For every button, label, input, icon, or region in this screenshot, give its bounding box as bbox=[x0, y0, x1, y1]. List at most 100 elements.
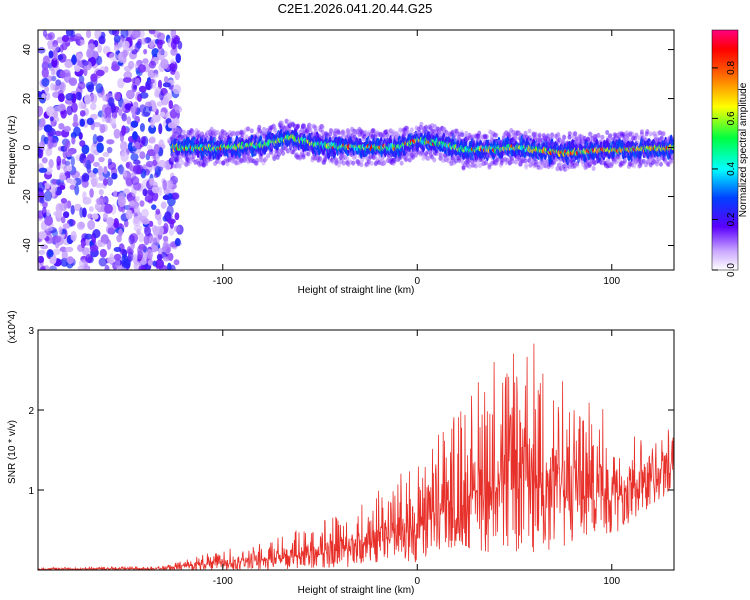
spectrogram-halo-cell bbox=[382, 160, 387, 166]
spectrogram-noise-cell bbox=[157, 159, 167, 169]
spectrogram-noise-cell bbox=[152, 103, 157, 113]
spectrogram-noise-cell bbox=[164, 92, 173, 100]
spectrogram-noise-cell bbox=[60, 257, 69, 267]
spectrogram-noise-cell bbox=[66, 105, 73, 116]
spectrogram-halo-cell bbox=[507, 133, 512, 139]
spectrogram-halo-cell bbox=[363, 129, 368, 135]
spectrogram-halo-cell bbox=[484, 160, 489, 166]
snr-scale-label: (x10^4) bbox=[7, 310, 18, 343]
colorbar-ticks: 0.00.20.40.60.8 bbox=[712, 61, 737, 277]
spectrogram-noise-cell bbox=[98, 257, 108, 267]
spectrogram-noise-cell bbox=[137, 64, 146, 73]
spectrogram-halo-cell bbox=[281, 150, 286, 156]
spectrogram-noise-cell bbox=[151, 186, 160, 194]
spectrogram-noise-cell bbox=[157, 247, 163, 255]
spectrogram-noise-cell bbox=[91, 213, 99, 220]
spectrogram-halo-cell bbox=[634, 132, 639, 138]
spectrogram-halo-cell bbox=[209, 156, 214, 162]
spectrogram-halo-cell bbox=[296, 123, 301, 129]
spectrogram-halo-cell bbox=[591, 165, 596, 171]
spectrogram-noise-cell bbox=[169, 109, 178, 119]
spectrogram-y-tick-label: 40 bbox=[22, 44, 33, 56]
spectrogram-noise-cell bbox=[45, 147, 53, 157]
spectrogram-noise-cell bbox=[98, 156, 105, 163]
spectrogram-halo-cell bbox=[419, 121, 424, 127]
spectrogram-halo-cell bbox=[656, 156, 661, 162]
spectrogram-noise-cell bbox=[38, 47, 46, 54]
spectrogram-noise-cell bbox=[140, 136, 146, 145]
snr-series-line bbox=[38, 343, 674, 570]
spectrogram-halo-cell bbox=[632, 163, 637, 169]
spectrogram-noise-cell bbox=[109, 253, 114, 263]
spectrogram-noise-cell bbox=[158, 47, 165, 56]
spectrogram-noise-cell bbox=[138, 243, 146, 251]
spectrogram-noise-cell bbox=[62, 211, 70, 219]
spectrogram-noise-cell bbox=[132, 131, 138, 141]
spectrogram-noise-cell bbox=[74, 33, 82, 40]
spectrogram-noise-cell bbox=[95, 83, 104, 94]
spectrogram-noise-cell bbox=[90, 73, 98, 82]
spectrogram-noise-cell bbox=[156, 253, 163, 261]
spectrogram-noise-cell bbox=[103, 166, 108, 175]
spectrogram-noise-cell bbox=[81, 241, 86, 249]
spectrogram-noise-cell bbox=[52, 248, 61, 256]
spectrogram-noise-cell bbox=[143, 234, 150, 246]
spectrogram-noise-cell bbox=[108, 52, 118, 61]
spectrogram-halo-cell bbox=[257, 124, 262, 130]
spectrogram-noise-cell bbox=[44, 33, 53, 41]
spectrogram-noise-cell bbox=[38, 106, 43, 117]
spectrogram-noise-cell bbox=[106, 217, 115, 226]
spectrogram-halo-cell bbox=[181, 129, 186, 135]
spectrogram-halo-cell bbox=[473, 163, 478, 169]
spectrogram-x-tick-label: -100 bbox=[213, 276, 233, 287]
spectrogram-halo-cell bbox=[353, 154, 358, 160]
spectrogram-noise-cell bbox=[66, 150, 73, 157]
spectrogram-noise-cell bbox=[48, 265, 58, 270]
spectrogram-noise-cell bbox=[92, 167, 99, 174]
spectrogram-noise-cell bbox=[142, 58, 149, 65]
spectrogram-noise-cell bbox=[138, 232, 145, 243]
spectrogram-noise-cell bbox=[154, 236, 160, 247]
spectrogram-halo-cell bbox=[477, 162, 482, 168]
spectrogram-noise-cell bbox=[159, 111, 166, 118]
spectrogram-noise-cell bbox=[160, 201, 167, 209]
spectrogram-noise-cell bbox=[131, 49, 138, 55]
spectrogram-noise-cell bbox=[122, 49, 128, 59]
colorbar-gradient bbox=[711, 29, 739, 271]
spectrogram-noise-cell bbox=[147, 78, 155, 85]
spectrogram-noise-cell bbox=[157, 79, 163, 90]
spectrogram-noise-cell bbox=[113, 91, 121, 101]
spectrogram-noise-cell bbox=[60, 216, 66, 224]
spectrogram-halo-cell bbox=[573, 131, 578, 137]
spectrogram-noise-cell bbox=[162, 82, 172, 88]
spectrogram-noise-cell bbox=[150, 72, 159, 78]
spectrogram-halo-cell bbox=[369, 160, 374, 166]
spectrogram-noise-cell bbox=[146, 248, 154, 260]
spectrogram-noise-cell bbox=[141, 218, 150, 225]
spectrogram-noise-cell bbox=[129, 200, 135, 207]
spectrogram-noise-cell bbox=[162, 235, 169, 242]
spectrogram-noise-cell bbox=[154, 86, 161, 95]
spectrogram-noise-cell bbox=[126, 116, 132, 125]
spectrogram-noise-cell bbox=[118, 164, 124, 175]
spectrogram-noise-cell bbox=[108, 30, 118, 35]
spectrogram-noise-cell bbox=[134, 196, 141, 202]
spectrogram-noise-cell bbox=[79, 207, 84, 218]
spectrogram-noise-cell bbox=[162, 241, 168, 251]
spectrogram-halo-cell bbox=[409, 127, 414, 133]
spectrogram-noise-cell bbox=[132, 164, 142, 175]
spectrogram-noise-cell bbox=[142, 188, 148, 197]
spectrogram-noise-cell bbox=[113, 218, 120, 229]
spectrogram-noise-cell bbox=[152, 113, 161, 123]
spectrogram-frame bbox=[37, 29, 675, 271]
spectrogram-noise-cell bbox=[140, 37, 147, 45]
spectrogram-noise-cell bbox=[43, 124, 53, 133]
spectrogram-halo-cell bbox=[658, 161, 663, 167]
spectrogram-noise-cell bbox=[177, 40, 183, 50]
spectrogram-noise-cell bbox=[58, 226, 63, 234]
spectrogram-noise-cell bbox=[38, 124, 44, 131]
spectrogram-noise-cell bbox=[40, 265, 46, 270]
spectrogram-x-tick-label: 0 bbox=[414, 276, 420, 287]
spectrogram-noise-cell bbox=[68, 77, 78, 87]
